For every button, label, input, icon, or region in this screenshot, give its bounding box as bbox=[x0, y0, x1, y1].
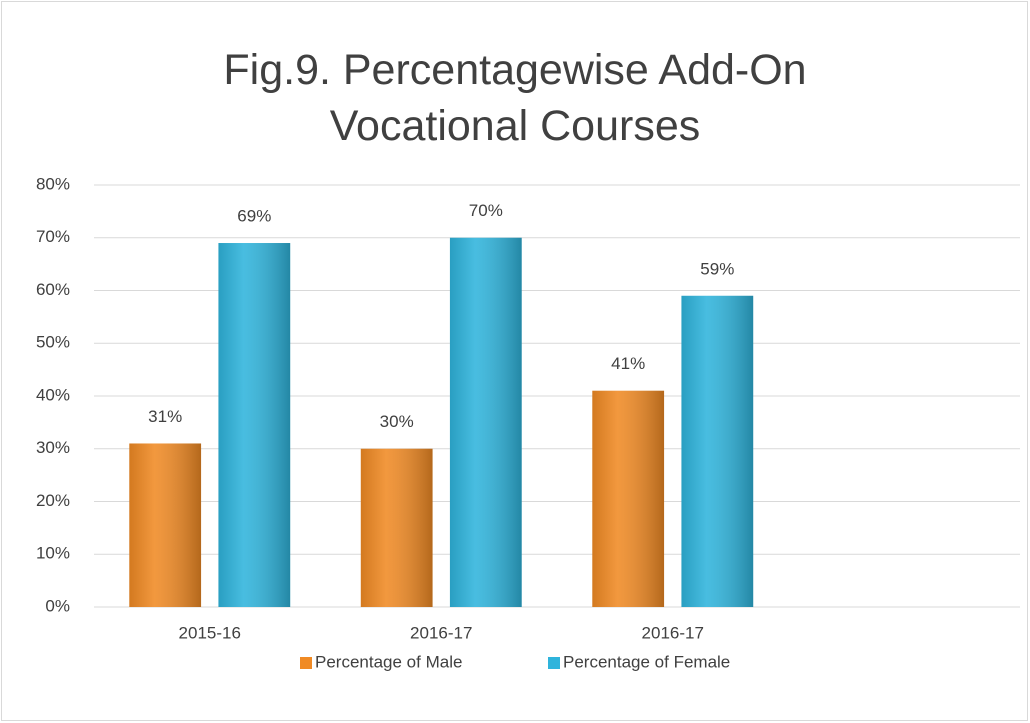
legend-label: Percentage of Female bbox=[563, 652, 730, 671]
x-tick-label: 2016-17 bbox=[642, 623, 704, 642]
y-tick-label: 10% bbox=[36, 544, 70, 563]
data-label: 41% bbox=[611, 354, 645, 373]
y-tick-label: 20% bbox=[36, 491, 70, 510]
data-label: 59% bbox=[700, 259, 734, 278]
x-tick-label: 2016-17 bbox=[410, 623, 472, 642]
data-label: 69% bbox=[237, 207, 271, 226]
bar-shade bbox=[592, 390, 665, 607]
bar-shade bbox=[681, 295, 754, 607]
data-label: 70% bbox=[469, 201, 503, 220]
legend-label: Percentage of Male bbox=[315, 652, 462, 671]
bar-shade bbox=[449, 237, 522, 607]
legend-swatch bbox=[548, 657, 560, 669]
chart-title: Fig.9. Percentagewise Add-On Vocational … bbox=[223, 46, 807, 150]
y-tick-label: 80% bbox=[36, 174, 70, 193]
x-tick-label: 2015-16 bbox=[179, 623, 241, 642]
data-label: 30% bbox=[380, 412, 414, 431]
y-tick-label: 60% bbox=[36, 280, 70, 299]
bar-shade bbox=[129, 443, 202, 607]
bar-shade bbox=[360, 448, 433, 607]
legend-swatch bbox=[300, 657, 312, 669]
y-tick-label: 40% bbox=[36, 385, 70, 404]
y-tick-label: 50% bbox=[36, 333, 70, 352]
y-tick-label: 70% bbox=[36, 227, 70, 246]
y-tick-label: 30% bbox=[36, 438, 70, 457]
bar-shade bbox=[218, 243, 291, 607]
y-tick-label: 0% bbox=[45, 596, 70, 615]
data-label: 31% bbox=[148, 407, 182, 426]
